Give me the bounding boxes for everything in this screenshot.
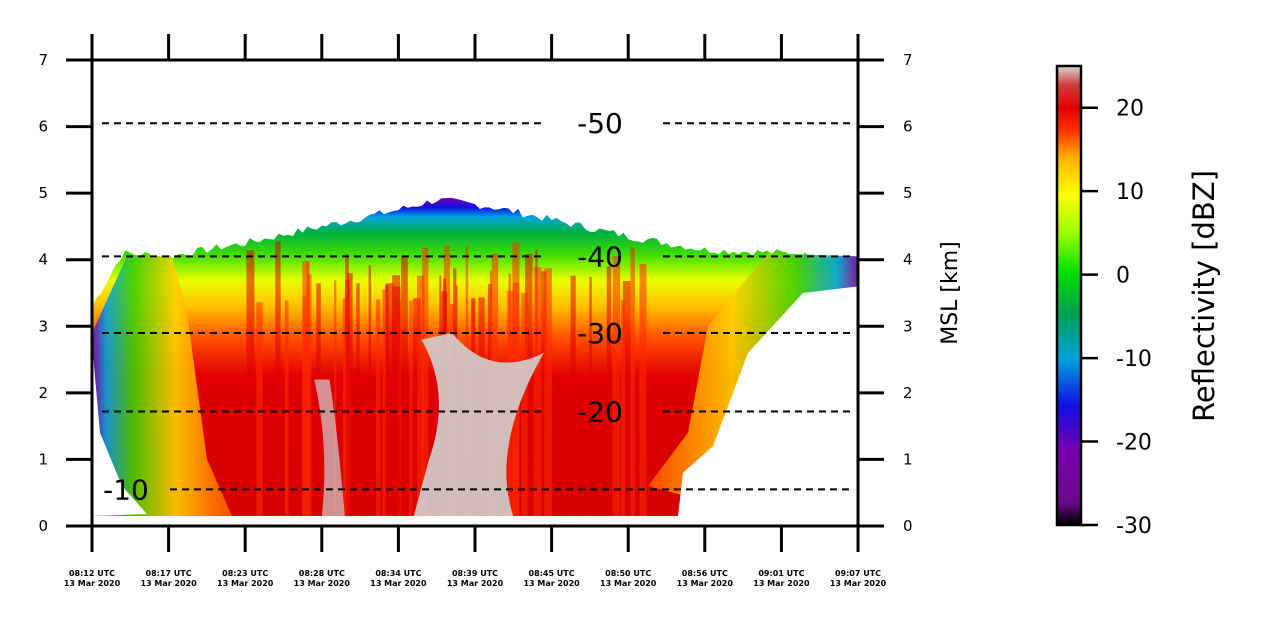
y-tick-label: 4 [38, 251, 48, 269]
colorbar-tick-label: -10 [1116, 347, 1152, 372]
x-tick-label-date: 13 Mar 2020 [294, 579, 351, 588]
y-tick-label: 7 [903, 51, 913, 69]
y-tick-label: 5 [38, 184, 48, 202]
x-tick-label-time: 08:28 UTC [299, 569, 345, 578]
echo-core-streak [544, 268, 552, 517]
echo-core-streak [246, 250, 255, 517]
y-tick-label: 0 [903, 517, 913, 535]
echo-core-streak [622, 280, 631, 516]
x-tick-label-time: 08:56 UTC [682, 569, 728, 578]
y-axis-label: MSL [km] [938, 241, 963, 345]
y-tick-label: 3 [38, 317, 48, 335]
x-tick-label-time: 09:07 UTC [835, 569, 881, 578]
echo-core-streak [409, 300, 413, 516]
echo-core-streak [275, 241, 281, 517]
echo-core-streak [413, 298, 421, 516]
echo-core-streak [606, 266, 612, 516]
colorbar-tick-label: 0 [1116, 264, 1130, 289]
y-tick-label: 3 [903, 317, 913, 335]
echo-core-streak [368, 265, 371, 516]
echo-core-streak [521, 292, 528, 516]
echo-core-streak [541, 271, 547, 516]
x-tick-label-date: 13 Mar 2020 [217, 579, 274, 588]
x-tick-label-time: 09:01 UTC [758, 569, 804, 578]
x-tick-label-time: 08:23 UTC [222, 569, 268, 578]
echo-core-streak [302, 296, 307, 516]
echo-core-streak [345, 254, 349, 517]
echo-core-streak [256, 302, 263, 516]
y-axis-ticks: 0 0 1 1 2 2 3 3 4 4 5 5 6 6 7 7 [38, 51, 912, 535]
echo-core-streak [347, 273, 353, 517]
echo-core-streak [385, 283, 394, 516]
x-tick-label-date: 13 Mar 2020 [140, 579, 197, 588]
echo-core-streak [612, 256, 621, 516]
x-tick-label-time: 08:50 UTC [605, 569, 651, 578]
colorbar-label: Reflectivity [dBZ] [1187, 170, 1221, 422]
y-tick-label: 6 [38, 118, 48, 136]
colorbar: -30 -20 -10 0 10 20 Reflectivity [dBZ] [1055, 64, 1221, 539]
y-tick-label: 2 [38, 384, 48, 402]
x-tick-label-date: 13 Mar 2020 [370, 579, 427, 588]
y-tick-label: 5 [903, 184, 913, 202]
echo-saturated-core [314, 379, 345, 517]
echo-core-streak [375, 299, 381, 516]
colorbar-ticks: -30 -20 -10 0 10 20 [1081, 97, 1152, 539]
x-tick-label-date: 13 Mar 2020 [600, 579, 657, 588]
colorbar-gradient [1055, 64, 1083, 527]
echo-core-streak [525, 253, 533, 516]
echo-saturated-core [413, 332, 544, 517]
x-tick-label-time: 08:34 UTC [375, 569, 421, 578]
x-tick-label-date: 13 Mar 2020 [447, 579, 504, 588]
echo-gap-right [678, 286, 858, 517]
colorbar-tick-label: -30 [1116, 514, 1152, 539]
isotherm-label: -10 [103, 473, 149, 506]
y-tick-label: 7 [38, 51, 48, 69]
echo-core-streak [382, 289, 386, 516]
echo-left-flank [92, 256, 232, 517]
x-tick-label-time: 08:45 UTC [529, 569, 575, 578]
isotherm-label: -30 [577, 317, 623, 350]
echo-core-streak [620, 300, 625, 516]
echo-core-streak [533, 267, 542, 517]
x-tick-label-date: 13 Mar 2020 [64, 579, 121, 588]
x-tick-label-date: 13 Mar 2020 [753, 579, 810, 588]
echo-core-streak [630, 247, 635, 517]
isotherm-label: -40 [577, 240, 623, 273]
x-tick-label-time: 08:17 UTC [146, 569, 192, 578]
echo-core-streak [639, 264, 647, 516]
echo-core-streak [401, 256, 408, 516]
echo-core-streak [570, 275, 576, 516]
isotherm-label: -20 [577, 395, 623, 428]
echo-core-streak [334, 280, 337, 516]
y-tick-label: 6 [903, 118, 913, 136]
colorbar-tick-label: 10 [1116, 180, 1144, 205]
echo-core-streak [356, 283, 360, 516]
y-tick-label: 0 [38, 517, 48, 535]
echo-core-streak [589, 276, 592, 516]
echo-core-streak [342, 298, 347, 516]
echo-core-streak [422, 247, 429, 516]
y-tick-label: 2 [903, 384, 913, 402]
y-tick-label: 1 [38, 450, 48, 468]
x-tick-label-time: 08:12 UTC [69, 569, 115, 578]
echo-core-streak [284, 300, 289, 516]
reflectivity-echo-field [92, 197, 858, 517]
echo-core-streak [417, 275, 425, 517]
x-tick-label-time: 08:39 UTC [452, 569, 498, 578]
echo-core-streak [307, 274, 312, 516]
y-tick-label: 1 [903, 450, 913, 468]
isotherm-lines: -10 -20 -30 -40 -50 [102, 107, 852, 506]
x-tick-label-date: 13 Mar 2020 [677, 579, 734, 588]
colorbar-tick-label: -20 [1116, 431, 1152, 456]
colorbar-tick-label: 20 [1116, 97, 1144, 122]
echo-core-streak [392, 286, 401, 516]
x-tick-label-date: 13 Mar 2020 [830, 579, 887, 588]
x-tick-label-date: 13 Mar 2020 [523, 579, 580, 588]
y-tick-label: 4 [903, 251, 913, 269]
isotherm-label: -50 [577, 107, 623, 140]
echo-gap-left [92, 342, 147, 517]
